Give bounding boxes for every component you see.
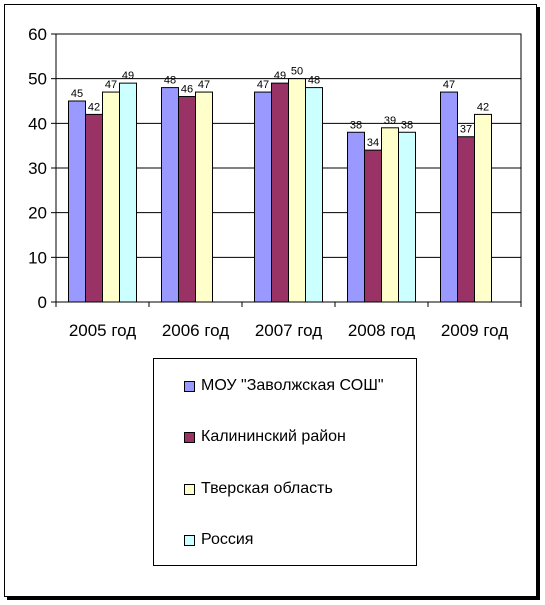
data-label: 34	[367, 137, 379, 149]
data-label: 50	[291, 66, 303, 78]
data-label: 37	[460, 124, 472, 136]
legend-label-region: Тверская область	[201, 480, 333, 497]
legend-swatch-district	[184, 431, 195, 443]
y-tick-label: 30	[28, 159, 47, 178]
bar	[440, 91, 458, 303]
y-tick-label: 50	[28, 70, 47, 89]
legend-swatch-region	[184, 483, 195, 495]
bar	[102, 91, 120, 303]
legend-swatch-school	[184, 380, 195, 392]
x-tick-label: 2007 год	[255, 321, 322, 340]
x-tick-label: 2009 год	[441, 321, 508, 340]
legend: МОУ "Заволжская СОШ" Калининский район Т…	[153, 358, 417, 566]
bar	[178, 96, 196, 303]
y-tick-label: 60	[28, 25, 47, 44]
y-tick-label: 40	[28, 114, 47, 133]
x-tick-label: 2006 год	[162, 321, 229, 340]
y-tick-label: 10	[28, 248, 47, 267]
data-label: 49	[122, 70, 134, 82]
bar	[305, 87, 323, 303]
bar	[398, 131, 416, 303]
data-label: 39	[384, 115, 396, 127]
legend-swatch-russia	[184, 534, 195, 546]
data-label: 47	[198, 79, 210, 91]
bar	[254, 91, 272, 303]
data-label: 47	[443, 79, 455, 91]
x-tick-label: 2005 год	[69, 321, 136, 340]
bar	[68, 100, 86, 303]
bar	[364, 149, 382, 303]
bar	[119, 82, 137, 303]
x-tick-label: 2008 год	[348, 321, 415, 340]
bar	[457, 136, 475, 303]
y-tick-label: 0	[38, 293, 47, 312]
data-label: 48	[308, 75, 320, 87]
data-label: 38	[401, 119, 413, 131]
bar	[85, 113, 103, 303]
data-label: 47	[257, 79, 269, 91]
data-label: 47	[105, 79, 117, 91]
bar	[474, 113, 492, 303]
data-label: 45	[71, 88, 83, 100]
data-label: 42	[88, 101, 100, 113]
data-label: 38	[350, 119, 362, 131]
bar	[161, 87, 179, 303]
bar	[195, 91, 213, 303]
legend-label-district: Калининский район	[201, 428, 346, 445]
bar	[381, 127, 399, 303]
data-label: 46	[181, 84, 193, 96]
data-label: 42	[477, 101, 489, 113]
y-tick-label: 20	[28, 204, 47, 223]
legend-label-russia: Россия	[201, 531, 254, 548]
bar	[347, 131, 365, 303]
legend-label-school: МОУ "Заволжская СОШ"	[201, 377, 384, 394]
bar	[271, 82, 289, 303]
data-label: 49	[274, 70, 286, 82]
bar	[288, 78, 306, 303]
data-label: 48	[164, 75, 176, 87]
